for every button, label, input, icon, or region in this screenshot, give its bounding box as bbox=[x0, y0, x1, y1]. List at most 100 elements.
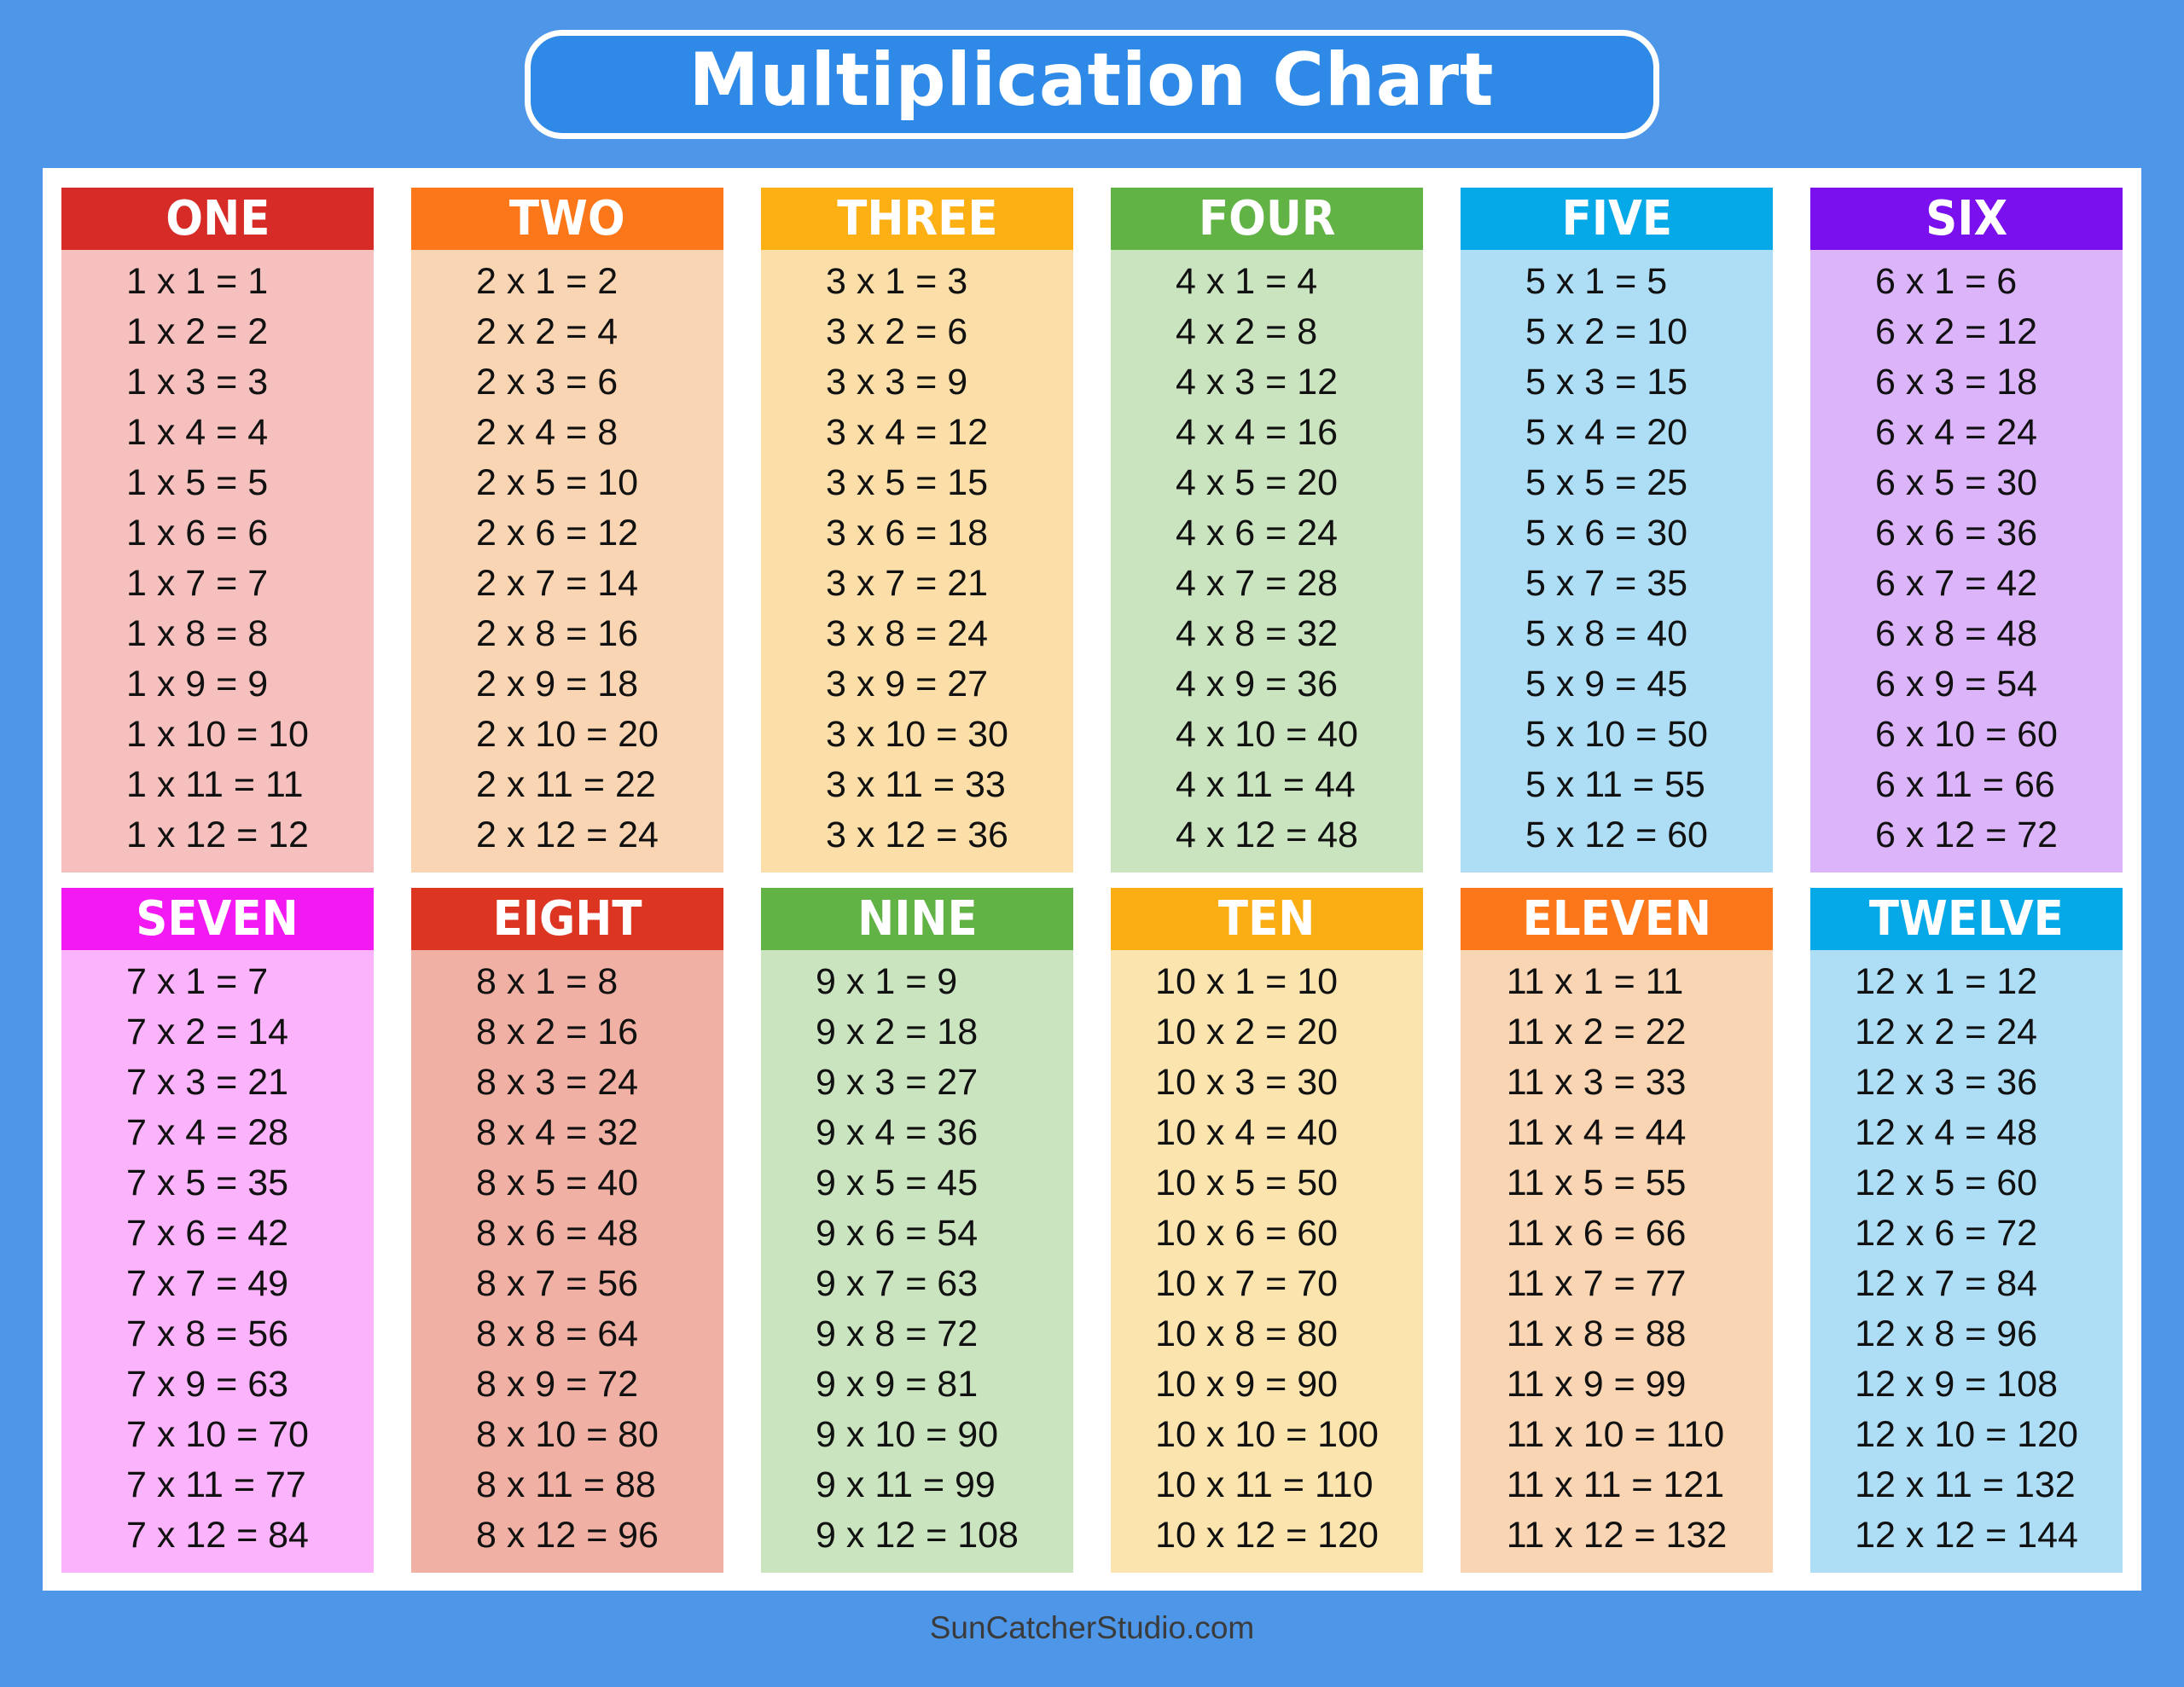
equation-row: 11 x 4 = 44 bbox=[1506, 1112, 1687, 1153]
table-card-four: FOUR 4 x 1 = 4 4 x 2 = 8 4 x 3 = 12 4 x 4 = … bbox=[1111, 188, 1423, 872]
equation-row: 7 x 1 = 7 bbox=[126, 961, 269, 1002]
equation-row: 1 x 12 = 12 bbox=[126, 815, 309, 855]
equation-row: 5 x 9 = 45 bbox=[1525, 664, 1688, 704]
equation-row: 12 x 9 = 108 bbox=[1855, 1364, 2058, 1405]
equation-row: 10 x 7 = 70 bbox=[1155, 1263, 1339, 1304]
equation-row: 1 x 8 = 8 bbox=[126, 613, 269, 654]
equation-row: 2 x 9 = 18 bbox=[476, 664, 639, 704]
equation-row: 9 x 1 = 9 bbox=[816, 961, 958, 1002]
table-header-two: TWO bbox=[411, 188, 723, 250]
table-header-seven: SEVEN bbox=[61, 888, 374, 950]
equation-row: 1 x 11 = 11 bbox=[126, 764, 304, 805]
equation-row: 8 x 1 = 8 bbox=[476, 961, 619, 1002]
equation-list: 10 x 1 = 10 10 x 2 = 20 10 x 3 = 30 10 x 4 … bbox=[1155, 957, 1379, 1561]
equation-row: 8 x 4 = 32 bbox=[476, 1112, 639, 1153]
table-header-twelve: TWELVE bbox=[1810, 888, 2123, 950]
equation-row: 6 x 3 = 18 bbox=[1875, 362, 2038, 403]
footer: SunCatcherStudio.com bbox=[0, 1610, 2184, 1646]
table-body-five: 5 x 1 = 5 5 x 2 = 10 5 x 3 = 15 5 x 4 = 20 5… bbox=[1461, 250, 1773, 872]
equation-row: 7 x 10 = 70 bbox=[126, 1414, 309, 1455]
table-card-nine: NINE 9 x 1 = 9 9 x 2 = 18 9 x 3 = 27 9 x 4 =… bbox=[761, 888, 1073, 1573]
table-body-ten: 10 x 1 = 10 10 x 2 = 20 10 x 3 = 30 10 x 4 … bbox=[1111, 950, 1423, 1573]
equation-row: 9 x 6 = 54 bbox=[816, 1213, 979, 1254]
table-header-nine: NINE bbox=[761, 888, 1073, 950]
equation-row: 5 x 12 = 60 bbox=[1525, 815, 1708, 855]
table-header-five: FIVE bbox=[1461, 188, 1773, 250]
equation-row: 5 x 4 = 20 bbox=[1525, 412, 1688, 453]
table-card-twelve: TWELVE 12 x 1 = 12 12 x 2 = 24 12 x 3 = 36 1… bbox=[1810, 888, 2123, 1573]
title-banner: Multiplication Chart bbox=[0, 0, 2184, 168]
table-header-label: TWO bbox=[509, 190, 625, 246]
equation-row: 4 x 11 = 44 bbox=[1176, 764, 1356, 805]
equation-row: 1 x 10 = 10 bbox=[126, 714, 309, 755]
equation-row: 5 x 11 = 55 bbox=[1525, 764, 1705, 805]
equation-list: 3 x 1 = 3 3 x 2 = 6 3 x 3 = 9 3 x 4 = 12 3 x… bbox=[826, 257, 1008, 861]
equation-row: 7 x 4 = 28 bbox=[126, 1112, 289, 1153]
table-card-six: SIX 6 x 1 = 6 6 x 2 = 12 6 x 3 = 18 6 x 4 = … bbox=[1810, 188, 2123, 872]
equation-row: 10 x 10 = 100 bbox=[1155, 1414, 1379, 1455]
table-header-six: SIX bbox=[1810, 188, 2123, 250]
equation-row: 11 x 11 = 121 bbox=[1506, 1464, 1725, 1505]
equation-row: 7 x 2 = 14 bbox=[126, 1012, 289, 1052]
table-header-label: ONE bbox=[165, 190, 270, 246]
equation-row: 2 x 1 = 2 bbox=[476, 261, 619, 302]
equation-row: 4 x 7 = 28 bbox=[1176, 563, 1339, 604]
equation-row: 9 x 11 = 99 bbox=[816, 1464, 996, 1505]
equation-row: 10 x 6 = 60 bbox=[1155, 1213, 1339, 1254]
equation-row: 2 x 10 = 20 bbox=[476, 714, 659, 755]
equation-list: 2 x 1 = 2 2 x 2 = 4 2 x 3 = 6 2 x 4 = 8 2 x … bbox=[476, 257, 659, 861]
equation-row: 11 x 5 = 55 bbox=[1506, 1162, 1687, 1203]
equation-row: 8 x 9 = 72 bbox=[476, 1364, 639, 1405]
equation-row: 9 x 9 = 81 bbox=[816, 1364, 979, 1405]
equation-row: 11 x 2 = 22 bbox=[1506, 1012, 1687, 1052]
equation-row: 4 x 9 = 36 bbox=[1176, 664, 1339, 704]
equation-row: 2 x 2 = 4 bbox=[476, 311, 619, 352]
table-header-label: TWELVE bbox=[1869, 890, 2064, 947]
equation-row: 12 x 1 = 12 bbox=[1855, 961, 2038, 1002]
equation-list: 8 x 1 = 8 8 x 2 = 16 8 x 3 = 24 8 x 4 = 32 8… bbox=[476, 957, 659, 1561]
equation-row: 11 x 3 = 33 bbox=[1506, 1062, 1687, 1103]
equation-list: 7 x 1 = 7 7 x 2 = 14 7 x 3 = 21 7 x 4 = 28 7… bbox=[126, 957, 309, 1561]
equation-row: 7 x 6 = 42 bbox=[126, 1213, 289, 1254]
table-header-label: TEN bbox=[1218, 890, 1316, 947]
equation-row: 11 x 6 = 66 bbox=[1506, 1213, 1687, 1254]
equation-row: 6 x 5 = 30 bbox=[1875, 462, 2038, 503]
equation-row: 9 x 12 = 108 bbox=[816, 1515, 1019, 1556]
equation-row: 12 x 12 = 144 bbox=[1855, 1515, 2078, 1556]
equation-row: 7 x 9 = 63 bbox=[126, 1364, 289, 1405]
equation-row: 4 x 4 = 16 bbox=[1176, 412, 1339, 453]
equation-row: 12 x 2 = 24 bbox=[1855, 1012, 2038, 1052]
equation-row: 10 x 8 = 80 bbox=[1155, 1313, 1339, 1354]
equation-row: 3 x 7 = 21 bbox=[826, 563, 989, 604]
equation-row: 10 x 5 = 50 bbox=[1155, 1162, 1339, 1203]
equation-row: 10 x 9 = 90 bbox=[1155, 1364, 1339, 1405]
equation-row: 12 x 10 = 120 bbox=[1855, 1414, 2078, 1455]
equation-row: 12 x 5 = 60 bbox=[1855, 1162, 2038, 1203]
equation-row: 5 x 3 = 15 bbox=[1525, 362, 1688, 403]
equation-row: 3 x 10 = 30 bbox=[826, 714, 1008, 755]
equation-row: 3 x 11 = 33 bbox=[826, 764, 1006, 805]
equation-row: 7 x 8 = 56 bbox=[126, 1313, 289, 1354]
equation-row: 2 x 5 = 10 bbox=[476, 462, 639, 503]
equation-row: 3 x 2 = 6 bbox=[826, 311, 968, 352]
equation-row: 2 x 3 = 6 bbox=[476, 362, 619, 403]
equation-row: 1 x 7 = 7 bbox=[126, 563, 269, 604]
equation-row: 5 x 10 = 50 bbox=[1525, 714, 1708, 755]
equation-row: 2 x 12 = 24 bbox=[476, 815, 659, 855]
table-card-ten: TEN 10 x 1 = 10 10 x 2 = 20 10 x 3 = 30 10 x… bbox=[1111, 888, 1423, 1573]
equation-row: 10 x 1 = 10 bbox=[1155, 961, 1339, 1002]
equation-row: 7 x 11 = 77 bbox=[126, 1464, 306, 1505]
table-card-eleven: ELEVEN 11 x 1 = 11 11 x 2 = 22 11 x 3 = 33 1… bbox=[1461, 888, 1773, 1573]
equation-row: 6 x 2 = 12 bbox=[1875, 311, 2038, 352]
equation-list: 4 x 1 = 4 4 x 2 = 8 4 x 3 = 12 4 x 4 = 16 4 … bbox=[1176, 257, 1358, 861]
table-row-bottom: SEVEN 7 x 1 = 7 7 x 2 = 14 7 x 3 = 21 7 x 4 … bbox=[61, 888, 2123, 1573]
equation-row: 3 x 6 = 18 bbox=[826, 513, 989, 554]
table-header-label: THREE bbox=[836, 190, 998, 246]
table-body-six: 6 x 1 = 6 6 x 2 = 12 6 x 3 = 18 6 x 4 = 24 6… bbox=[1810, 250, 2123, 872]
equation-row: 3 x 3 = 9 bbox=[826, 362, 968, 403]
page-title: Multiplication Chart bbox=[689, 37, 1495, 123]
table-header-label: ELEVEN bbox=[1522, 890, 1711, 947]
equation-row: 12 x 6 = 72 bbox=[1855, 1213, 2038, 1254]
